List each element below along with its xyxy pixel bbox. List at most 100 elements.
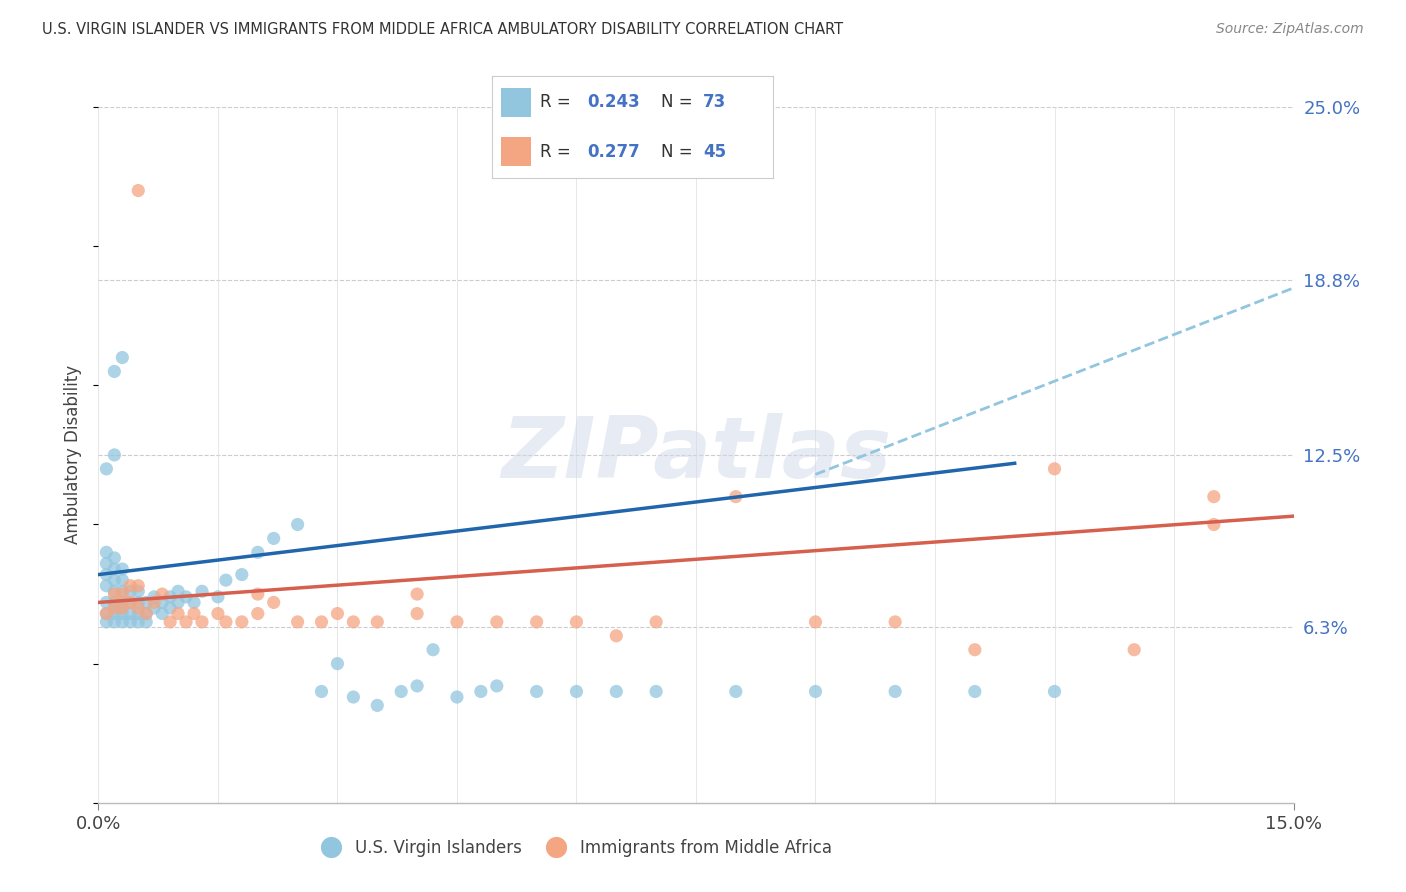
Point	[422, 642, 444, 657]
Point	[287, 615, 309, 629]
Text: N =: N =	[661, 143, 697, 161]
Point	[724, 490, 747, 504]
Point	[366, 615, 388, 629]
Point	[111, 584, 134, 599]
Point	[103, 587, 125, 601]
Point	[804, 615, 827, 629]
Point	[103, 601, 125, 615]
Point	[96, 607, 118, 621]
Point	[406, 587, 429, 601]
Point	[884, 615, 907, 629]
Point	[103, 562, 125, 576]
Point	[215, 615, 238, 629]
Text: Source: ZipAtlas.com: Source: ZipAtlas.com	[1216, 22, 1364, 37]
Point	[111, 607, 134, 621]
Point	[127, 615, 149, 629]
Point	[96, 615, 118, 629]
Point	[111, 351, 134, 365]
Point	[1202, 517, 1225, 532]
Point	[263, 532, 285, 546]
Text: R =: R =	[540, 94, 576, 112]
Point	[103, 448, 125, 462]
Point	[127, 595, 149, 609]
Point	[127, 601, 149, 615]
Point	[645, 615, 668, 629]
Text: 73: 73	[703, 94, 727, 112]
Point	[215, 573, 238, 587]
Point	[446, 615, 468, 629]
Text: 45: 45	[703, 143, 725, 161]
Bar	[501, 137, 531, 166]
Point	[174, 615, 197, 629]
Point	[96, 545, 118, 559]
Point	[963, 684, 986, 698]
Point	[326, 657, 349, 671]
Point	[446, 690, 468, 704]
Point	[103, 601, 125, 615]
Point	[127, 607, 149, 621]
Point	[485, 615, 508, 629]
Point	[342, 615, 364, 629]
Point	[231, 567, 253, 582]
Point	[326, 607, 349, 621]
Point	[1123, 642, 1146, 657]
Point	[159, 590, 181, 604]
Point	[127, 584, 149, 599]
Legend: U.S. Virgin Islanders, Immigrants from Middle Africa: U.S. Virgin Islanders, Immigrants from M…	[315, 832, 838, 864]
Point	[207, 607, 229, 621]
Point	[143, 601, 166, 615]
Point	[183, 607, 205, 621]
Point	[159, 601, 181, 615]
Point	[183, 595, 205, 609]
Text: 0.277: 0.277	[588, 143, 641, 161]
Point	[103, 550, 125, 565]
Point	[311, 684, 333, 698]
Point	[111, 562, 134, 576]
Point	[103, 584, 125, 599]
Point	[526, 684, 548, 698]
Point	[804, 684, 827, 698]
Point	[120, 607, 142, 621]
Bar	[501, 88, 531, 117]
Point	[167, 584, 190, 599]
Point	[96, 462, 118, 476]
Point	[143, 595, 166, 609]
Point	[605, 684, 627, 698]
Point	[605, 629, 627, 643]
Point	[120, 579, 142, 593]
Point	[311, 615, 333, 629]
Point	[96, 607, 118, 621]
Text: U.S. VIRGIN ISLANDER VS IMMIGRANTS FROM MIDDLE AFRICA AMBULATORY DISABILITY CORR: U.S. VIRGIN ISLANDER VS IMMIGRANTS FROM …	[42, 22, 844, 37]
Point	[120, 595, 142, 609]
Point	[191, 584, 214, 599]
Y-axis label: Ambulatory Disability: Ambulatory Disability	[65, 366, 83, 544]
Point	[342, 690, 364, 704]
Point	[191, 615, 214, 629]
Point	[1043, 462, 1066, 476]
Point	[1043, 684, 1066, 698]
Point	[111, 573, 134, 587]
Point	[485, 679, 508, 693]
Point	[103, 615, 125, 629]
Point	[150, 607, 173, 621]
Point	[159, 615, 181, 629]
Point	[135, 615, 157, 629]
Point	[96, 567, 118, 582]
Point	[526, 615, 548, 629]
Point	[389, 684, 412, 698]
Point	[111, 601, 134, 615]
Point	[150, 587, 173, 601]
Text: R =: R =	[540, 143, 576, 161]
Point	[724, 684, 747, 698]
Point	[565, 684, 588, 698]
Point	[884, 684, 907, 698]
Point	[120, 584, 142, 599]
Point	[207, 590, 229, 604]
Point	[231, 615, 253, 629]
Point	[127, 184, 149, 198]
Point	[135, 607, 157, 621]
Point	[96, 579, 118, 593]
Point	[645, 684, 668, 698]
Point	[406, 607, 429, 621]
Text: N =: N =	[661, 94, 697, 112]
